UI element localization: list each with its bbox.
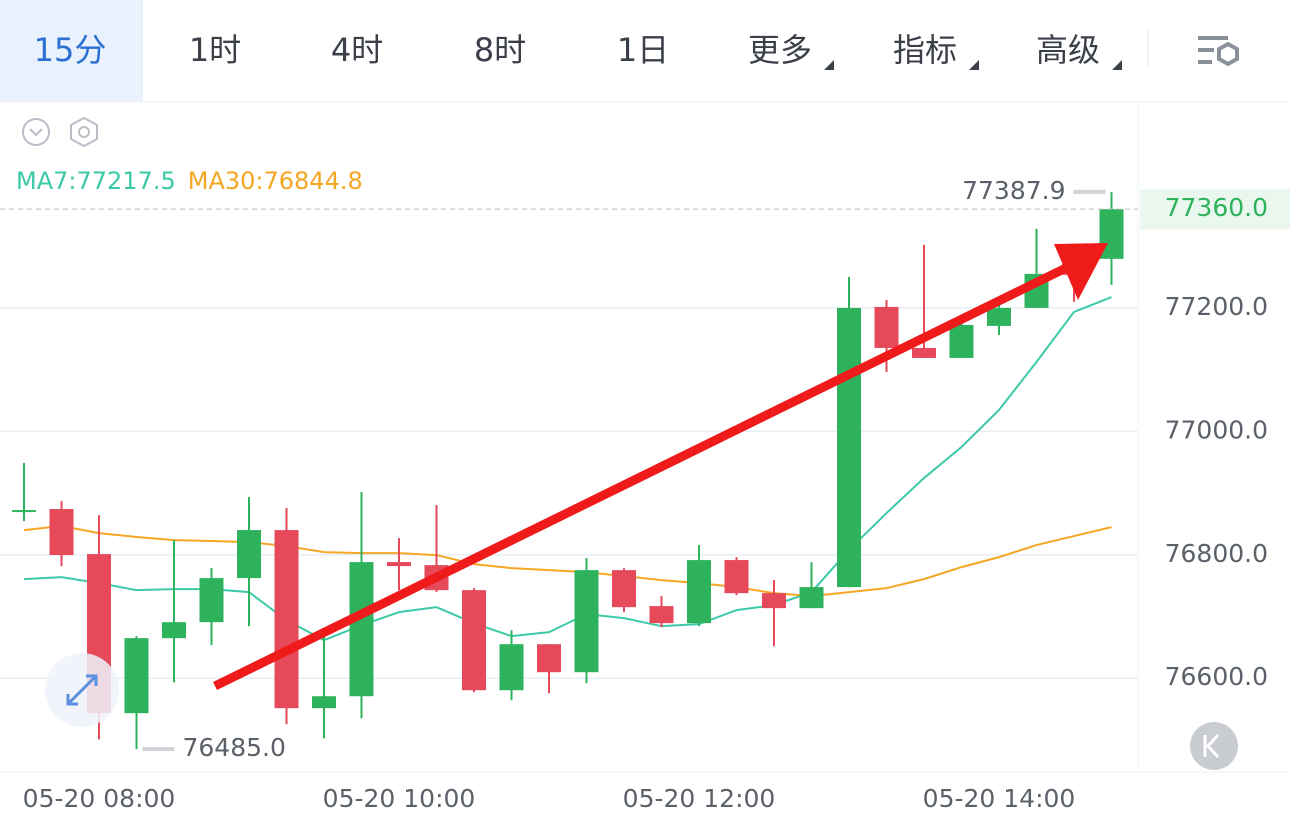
candle-body xyxy=(274,530,299,709)
candle-body xyxy=(799,587,824,609)
y-tick-label: 77000.0 xyxy=(1165,415,1268,444)
tab-label[interactable]: 15分 xyxy=(34,31,107,69)
candle-body xyxy=(499,644,524,691)
candle-body xyxy=(349,562,374,697)
tab-label[interactable]: 1日 xyxy=(617,31,669,69)
candle-body xyxy=(49,509,74,556)
candle-body xyxy=(837,307,861,588)
y-tick-label: 77200.0 xyxy=(1165,292,1268,321)
max-label: 77387.9 xyxy=(962,176,1065,205)
candle-body xyxy=(237,530,261,579)
x-tick-label: 05-20 14:00 xyxy=(923,784,1076,813)
tab-label[interactable]: 指标 xyxy=(893,31,957,69)
indicator-settings-icon-center xyxy=(78,126,90,138)
expand-button[interactable] xyxy=(45,653,119,727)
y-tick-label: 76800.0 xyxy=(1165,539,1268,568)
tab-bar xyxy=(0,0,1290,102)
candle-body xyxy=(612,570,636,608)
candle-body xyxy=(387,562,411,567)
candle-body xyxy=(724,560,749,594)
legend-label: MA7:77217.5 xyxy=(16,167,176,195)
candle-body xyxy=(687,560,711,624)
candle-body xyxy=(762,593,786,609)
candle-body xyxy=(874,306,899,348)
x-tick-label: 05-20 12:00 xyxy=(623,784,776,813)
active-tab-bg xyxy=(0,0,143,102)
y-tick-label: 76600.0 xyxy=(1165,662,1268,691)
candle-body xyxy=(462,590,486,691)
ma-line xyxy=(23,296,1112,642)
plot: 76600.0 76800.0 77000.0 77200.0 05-20 08:00 0… xyxy=(0,167,1290,813)
candle-body xyxy=(162,622,186,639)
trend-arrow xyxy=(213,243,1108,691)
tab-label[interactable]: 更多 xyxy=(748,31,812,69)
dropdown-caret xyxy=(1112,60,1122,70)
candle-body xyxy=(199,578,224,623)
candle-body xyxy=(124,638,149,714)
dropdown-caret xyxy=(824,60,834,70)
kline-button[interactable] xyxy=(1190,722,1238,770)
legend-label: MA30:76844.8 xyxy=(188,167,363,195)
candle-body xyxy=(912,347,936,358)
candle-body xyxy=(12,510,36,513)
min-label: 76485.0 xyxy=(183,733,286,762)
settings-icon[interactable] xyxy=(1198,36,1239,67)
tab-label[interactable]: 4时 xyxy=(331,31,383,69)
candle-body xyxy=(537,644,561,673)
ma-line xyxy=(23,525,1112,598)
tab-label[interactable]: 1时 xyxy=(189,31,241,69)
tab-label[interactable]: 高级 xyxy=(1036,31,1100,69)
dropdown-caret xyxy=(969,60,979,70)
candle-body xyxy=(649,606,674,624)
x-tick-label: 05-20 08:00 xyxy=(23,784,176,813)
indicator-settings-icon[interactable] xyxy=(70,116,98,148)
last-price-label: 77360.0 xyxy=(1165,193,1268,222)
candle-body xyxy=(574,570,599,673)
x-tick-label: 05-20 10:00 xyxy=(323,784,476,813)
candle-body xyxy=(949,324,974,358)
tab-label[interactable]: 8时 xyxy=(474,31,526,69)
candle-body xyxy=(312,696,336,709)
candle-body xyxy=(987,307,1011,326)
last-price-bg xyxy=(1140,189,1290,230)
collapse-icon[interactable] xyxy=(22,118,50,146)
